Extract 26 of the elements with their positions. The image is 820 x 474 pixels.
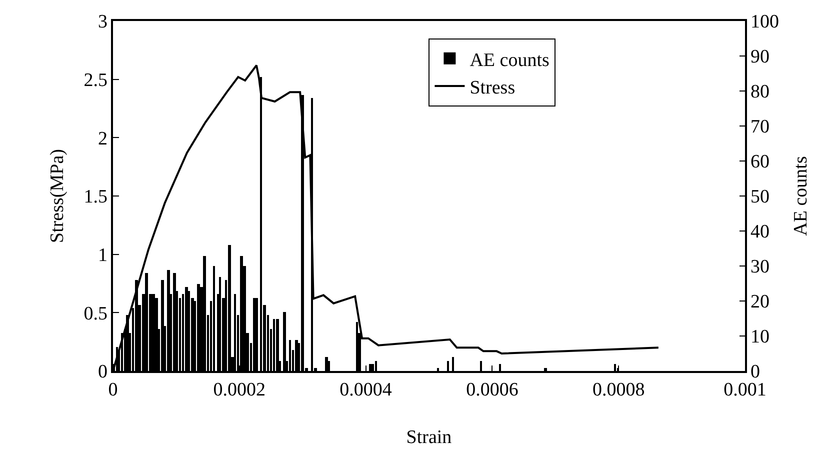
- x-tick-label: 0.0008: [592, 380, 645, 401]
- y2-tick-label: 70: [750, 116, 770, 138]
- legend-label: AE counts: [470, 50, 550, 71]
- y-tick-label: 1: [98, 244, 108, 266]
- y2-tick-label: 20: [750, 292, 770, 313]
- x-axis-title: Strain: [406, 426, 452, 448]
- y-tick-label: 2.5: [84, 70, 108, 91]
- y2-tick-label: 50: [750, 186, 770, 208]
- y-tick-label: 2: [98, 128, 108, 150]
- y-tick-label: 0.5: [84, 303, 108, 324]
- x-tick-label: 0.0006: [466, 380, 518, 401]
- y-axis-title: Stress(MPa): [47, 149, 68, 243]
- y-tick-label: 1.5: [84, 186, 108, 208]
- y-tick-label: 0: [98, 362, 108, 383]
- y2-tick-label: 40: [750, 222, 770, 243]
- x-tick-label: 0.0004: [340, 380, 392, 401]
- y2-tick-label: 100: [750, 12, 780, 33]
- y-tick-label: 3: [98, 12, 108, 33]
- y2-tick-label: 10: [750, 326, 770, 348]
- x-tick-label: 0.0002: [213, 380, 266, 401]
- y2-axis-title: AE counts: [790, 156, 812, 236]
- legend-label: Stress: [470, 77, 516, 98]
- y2-tick-label: 60: [750, 152, 770, 173]
- y2-tick-label: 30: [750, 256, 770, 278]
- y2-tick-label: 90: [750, 46, 770, 68]
- y2-tick-label: 80: [750, 82, 770, 103]
